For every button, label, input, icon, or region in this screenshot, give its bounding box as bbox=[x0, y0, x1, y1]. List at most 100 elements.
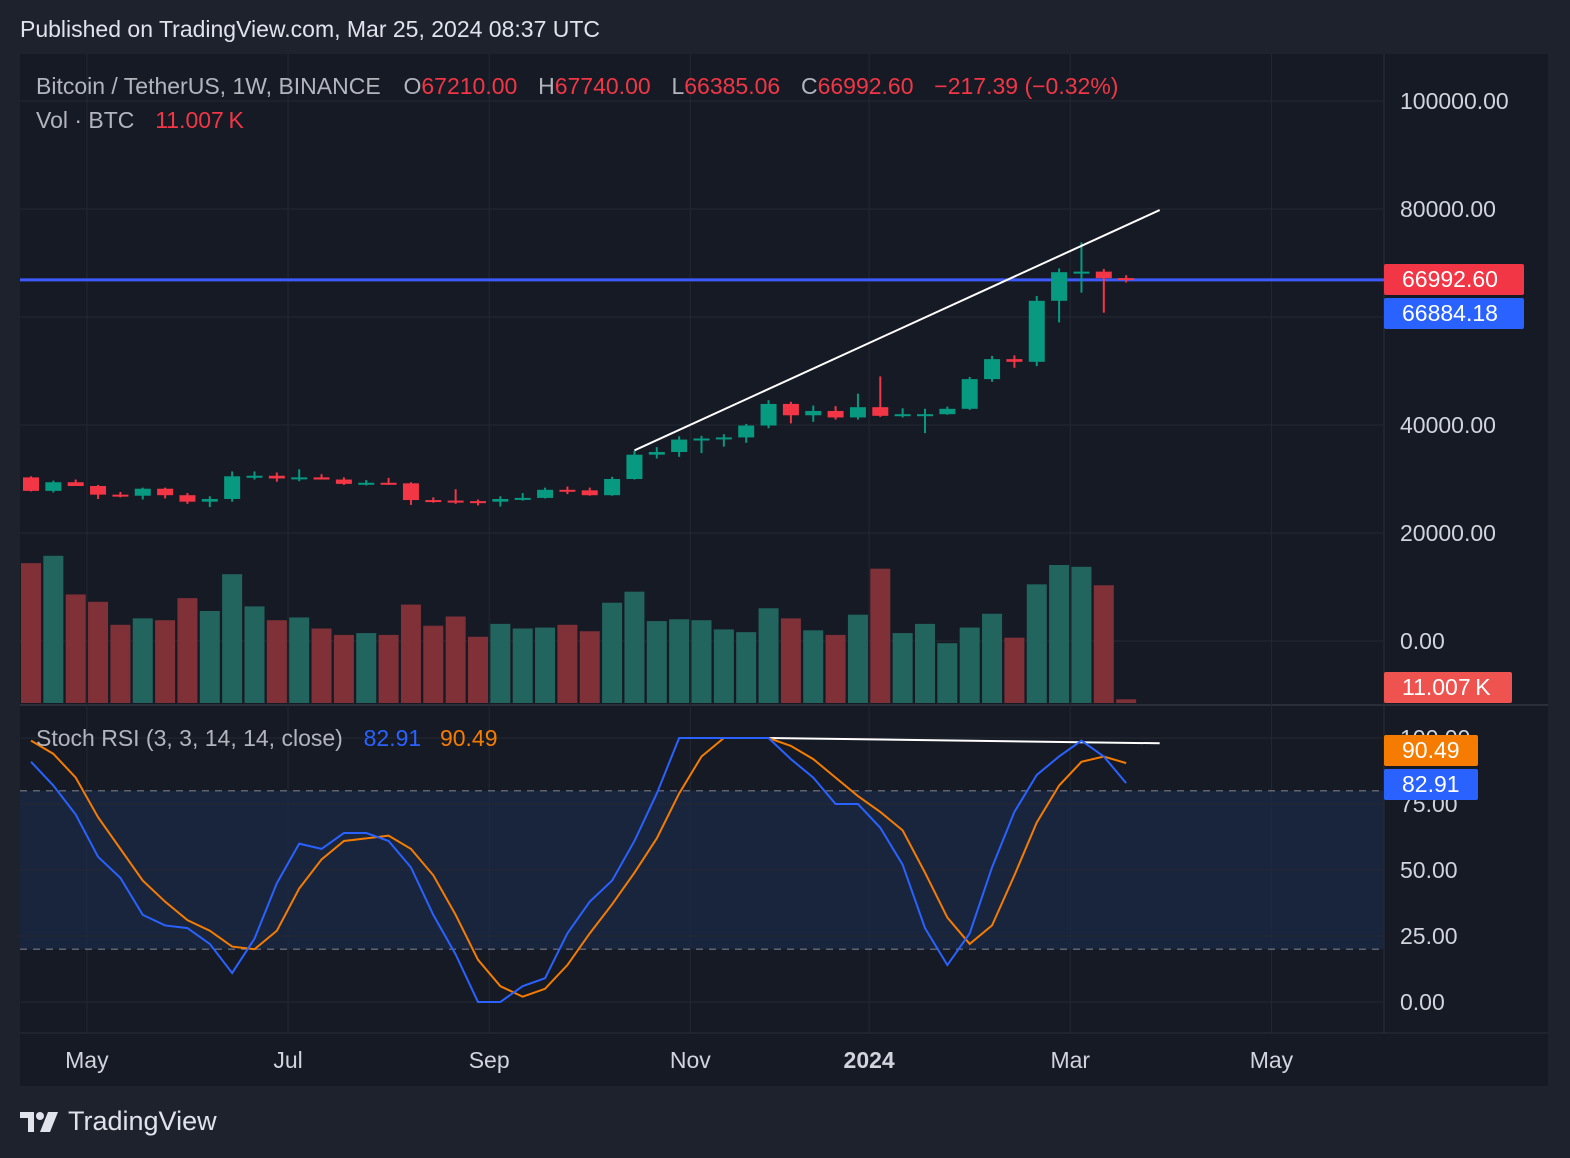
candle-body bbox=[112, 494, 129, 497]
candle-body bbox=[604, 479, 621, 496]
volume-bar bbox=[155, 620, 176, 703]
volume-legend: Vol · BTC 11.007 K bbox=[36, 107, 244, 134]
candle-body bbox=[402, 483, 419, 501]
volume-bar bbox=[177, 598, 198, 703]
price-legend: Bitcoin / TetherUS, 1W, BINANCE O67210.0… bbox=[36, 73, 1118, 100]
candle-body bbox=[872, 407, 889, 416]
candle-body bbox=[1028, 300, 1045, 362]
candle-body bbox=[224, 476, 241, 499]
candle-body bbox=[157, 488, 174, 496]
price-tick-label: 0.00 bbox=[1400, 628, 1445, 654]
candle-body bbox=[514, 497, 531, 500]
volume-bar bbox=[780, 618, 801, 703]
price-tick-label: 100000.00 bbox=[1400, 88, 1509, 114]
low-value: 66385.06 bbox=[684, 73, 781, 99]
x-tick-label: Nov bbox=[670, 1047, 711, 1073]
volume-bar bbox=[1116, 699, 1137, 703]
candle-body bbox=[313, 477, 330, 480]
candle-body bbox=[470, 501, 486, 504]
stoch-label[interactable]: Stoch RSI (3, 3, 14, 14, close) bbox=[36, 725, 343, 751]
rsi-tick-label: 0.00 bbox=[1400, 989, 1445, 1015]
volume-label[interactable]: Vol · BTC bbox=[36, 107, 135, 133]
rsi-tick-label: 25.00 bbox=[1400, 923, 1458, 949]
volume-bar bbox=[132, 618, 153, 703]
tradingview-logo-icon bbox=[20, 1111, 58, 1132]
volume-bar bbox=[1093, 585, 1114, 703]
volume-bar bbox=[244, 606, 265, 703]
x-tick-label: May bbox=[65, 1047, 109, 1073]
candle-body bbox=[1118, 278, 1135, 281]
close-value: 66992.60 bbox=[817, 73, 914, 99]
hline-price-tag: 66884.18 bbox=[1384, 298, 1524, 329]
tradingview-logo[interactable]: TradingView bbox=[20, 1106, 217, 1137]
candle-body bbox=[492, 498, 509, 502]
volume-bar bbox=[669, 619, 690, 703]
candle-body bbox=[715, 437, 732, 440]
stoch-k-line bbox=[30, 737, 1127, 1003]
published-header: Published on TradingView.com, Mar 25, 20… bbox=[20, 16, 601, 42]
open-value: 67210.00 bbox=[421, 73, 518, 99]
volume-bar bbox=[825, 634, 846, 703]
volume-bar bbox=[378, 634, 399, 703]
price-tick-label: 80000.00 bbox=[1400, 196, 1496, 222]
chart-canvas[interactable]: May Jul Sep Nov 2024 Mar May 100000.00 80000.00 4… bbox=[20, 54, 1548, 1086]
candle-body bbox=[805, 410, 822, 416]
candle-body bbox=[1073, 271, 1090, 274]
candle-body bbox=[291, 477, 308, 480]
low-label: L bbox=[671, 73, 685, 99]
volume-bar bbox=[646, 621, 667, 703]
volume-bar bbox=[21, 563, 41, 703]
volume-bar bbox=[333, 634, 354, 703]
volume-bar bbox=[1071, 566, 1092, 703]
x-tick-label: May bbox=[1250, 1047, 1294, 1073]
candle-body bbox=[984, 359, 1001, 380]
volume-bar bbox=[423, 625, 444, 703]
candle-body bbox=[179, 495, 196, 502]
candle-body bbox=[1006, 359, 1023, 362]
volume-bar bbox=[65, 594, 86, 703]
volume-bar bbox=[88, 601, 109, 703]
symbol-label[interactable]: Bitcoin / TetherUS, 1W, BINANCE bbox=[36, 73, 381, 99]
high-label: H bbox=[538, 73, 555, 99]
candle-body bbox=[537, 489, 554, 498]
volume-bar bbox=[400, 604, 421, 703]
candle-body bbox=[559, 489, 576, 492]
candle-body bbox=[447, 500, 464, 503]
stoch-d-line bbox=[30, 737, 1127, 998]
candle-body bbox=[894, 414, 911, 417]
volume-bar bbox=[691, 620, 712, 703]
close-label: C bbox=[800, 73, 818, 99]
volume-bar bbox=[199, 611, 220, 703]
chart-frame[interactable]: May Jul Sep Nov 2024 Mar May 100000.00 80000.00 4… bbox=[20, 54, 1548, 1086]
high-value: 67740.00 bbox=[554, 73, 651, 99]
candle-body bbox=[67, 482, 84, 487]
stoch-k-value: 82.91 bbox=[363, 725, 422, 751]
rsi-tick-label: 50.00 bbox=[1400, 857, 1458, 883]
candle-body bbox=[268, 475, 285, 479]
candle-body bbox=[961, 379, 978, 409]
candle-body bbox=[425, 500, 442, 503]
candle-body bbox=[782, 403, 799, 416]
volume-bar bbox=[915, 623, 935, 703]
volume-bar bbox=[557, 624, 578, 703]
volume-bar bbox=[110, 624, 131, 703]
candle-body bbox=[45, 482, 62, 491]
candle-body bbox=[358, 482, 375, 485]
volume-bar bbox=[870, 568, 891, 703]
stoch-d-tag: 90.49 bbox=[1384, 735, 1478, 766]
candle-body bbox=[134, 488, 151, 496]
stoch-k-tag: 82.91 bbox=[1384, 769, 1478, 800]
rsi-trendline bbox=[768, 737, 1160, 745]
volume-bar bbox=[937, 643, 958, 703]
volume-value: 11.007 K bbox=[155, 107, 244, 133]
price-tick-label: 40000.00 bbox=[1400, 412, 1496, 438]
price-trendline bbox=[634, 209, 1161, 452]
candle-body bbox=[671, 439, 688, 452]
candle-body bbox=[648, 452, 665, 455]
candle-body bbox=[693, 438, 710, 441]
volume-tag: 11.007 K bbox=[1384, 672, 1512, 703]
volume-bar bbox=[959, 627, 980, 703]
volume-bar bbox=[803, 630, 824, 703]
stoch-legend: Stoch RSI (3, 3, 14, 14, close) 82.91 90… bbox=[36, 725, 498, 752]
volume-bar bbox=[892, 633, 913, 703]
